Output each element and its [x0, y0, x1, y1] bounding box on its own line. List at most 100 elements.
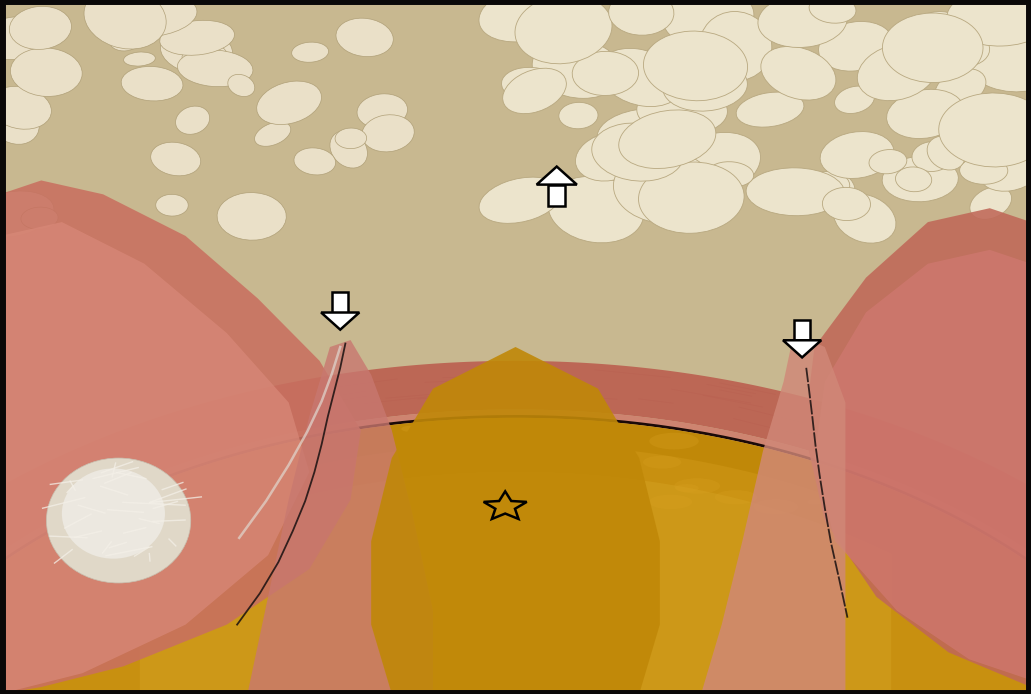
Bar [794, 320, 810, 340]
Ellipse shape [613, 151, 717, 223]
Ellipse shape [806, 172, 855, 212]
Ellipse shape [109, 30, 140, 51]
Ellipse shape [479, 177, 562, 223]
Ellipse shape [10, 48, 82, 96]
Ellipse shape [218, 192, 287, 240]
Ellipse shape [807, 171, 850, 199]
Ellipse shape [401, 426, 420, 432]
Ellipse shape [946, 0, 1031, 46]
Bar [332, 292, 348, 312]
Ellipse shape [533, 492, 574, 506]
Ellipse shape [978, 144, 1031, 192]
Ellipse shape [700, 12, 772, 81]
Ellipse shape [963, 19, 1031, 92]
Ellipse shape [362, 115, 414, 152]
Ellipse shape [940, 32, 990, 67]
Polygon shape [140, 472, 891, 694]
Ellipse shape [0, 86, 52, 129]
Polygon shape [247, 340, 433, 694]
Ellipse shape [559, 102, 598, 129]
Ellipse shape [501, 67, 562, 103]
Ellipse shape [834, 194, 896, 243]
Bar [548, 185, 565, 206]
Ellipse shape [883, 13, 983, 83]
Ellipse shape [604, 491, 628, 498]
Ellipse shape [935, 69, 986, 108]
Ellipse shape [663, 0, 754, 46]
Ellipse shape [255, 122, 291, 146]
Ellipse shape [514, 0, 612, 64]
Ellipse shape [714, 490, 757, 505]
Ellipse shape [156, 194, 189, 216]
Ellipse shape [597, 109, 691, 159]
Ellipse shape [820, 132, 894, 178]
Ellipse shape [122, 67, 182, 101]
Ellipse shape [870, 44, 912, 68]
Ellipse shape [671, 133, 761, 195]
Ellipse shape [575, 133, 644, 181]
Ellipse shape [761, 46, 836, 100]
Ellipse shape [357, 94, 407, 128]
Ellipse shape [177, 50, 253, 87]
Ellipse shape [257, 81, 322, 124]
Ellipse shape [294, 148, 336, 175]
Ellipse shape [46, 458, 191, 583]
Ellipse shape [503, 497, 535, 507]
Ellipse shape [927, 136, 965, 170]
Ellipse shape [511, 493, 524, 497]
Ellipse shape [675, 484, 699, 492]
Ellipse shape [336, 18, 393, 57]
Ellipse shape [0, 191, 54, 237]
Ellipse shape [939, 93, 1031, 167]
Ellipse shape [84, 0, 166, 49]
Polygon shape [814, 250, 1031, 694]
Ellipse shape [62, 468, 165, 559]
Ellipse shape [858, 44, 937, 101]
Ellipse shape [175, 106, 209, 135]
Polygon shape [321, 312, 360, 330]
Polygon shape [804, 208, 1031, 694]
Ellipse shape [638, 162, 744, 233]
Ellipse shape [960, 157, 1007, 185]
Ellipse shape [746, 168, 844, 216]
Ellipse shape [291, 465, 318, 474]
Ellipse shape [608, 0, 674, 35]
Ellipse shape [970, 187, 1011, 219]
Ellipse shape [21, 207, 58, 229]
Ellipse shape [571, 485, 591, 491]
Ellipse shape [912, 142, 953, 171]
Ellipse shape [124, 52, 156, 66]
Ellipse shape [412, 477, 450, 489]
Ellipse shape [160, 20, 234, 56]
Ellipse shape [503, 68, 566, 114]
Ellipse shape [883, 156, 959, 202]
Polygon shape [0, 418, 1031, 694]
Polygon shape [0, 409, 1031, 694]
Ellipse shape [585, 489, 602, 495]
Ellipse shape [174, 505, 198, 512]
Ellipse shape [834, 86, 874, 114]
Ellipse shape [807, 500, 822, 505]
Ellipse shape [736, 92, 804, 127]
Ellipse shape [674, 478, 720, 493]
Ellipse shape [572, 51, 638, 96]
Ellipse shape [758, 0, 847, 47]
Ellipse shape [648, 495, 692, 509]
Polygon shape [0, 361, 1031, 694]
Ellipse shape [650, 433, 699, 450]
Ellipse shape [9, 6, 71, 49]
Ellipse shape [532, 39, 622, 99]
Ellipse shape [809, 0, 856, 23]
Polygon shape [371, 347, 660, 694]
Ellipse shape [896, 167, 932, 192]
Polygon shape [0, 180, 361, 694]
Ellipse shape [0, 99, 39, 144]
Ellipse shape [823, 187, 870, 221]
Ellipse shape [637, 85, 728, 135]
Ellipse shape [643, 456, 681, 468]
Polygon shape [0, 444, 1031, 694]
Ellipse shape [361, 485, 379, 491]
Ellipse shape [0, 17, 55, 60]
Polygon shape [783, 340, 822, 357]
Polygon shape [0, 222, 309, 694]
